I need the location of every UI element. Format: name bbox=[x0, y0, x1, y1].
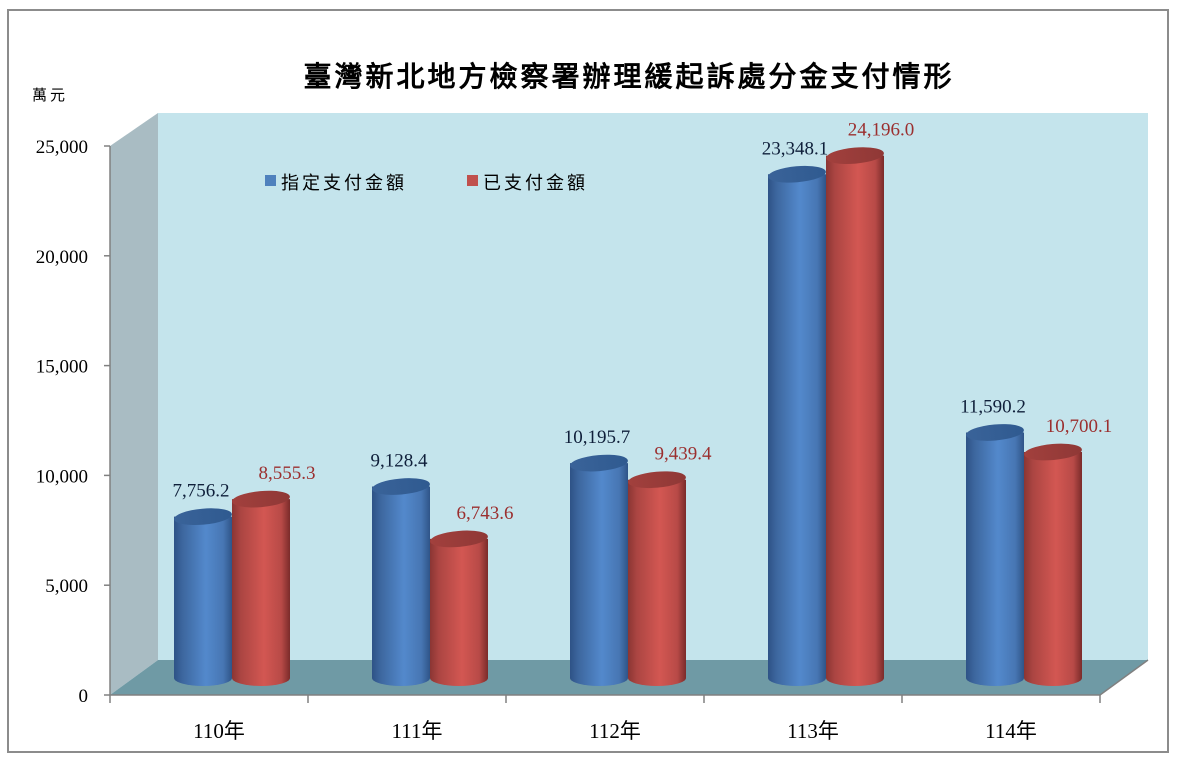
x-category-label: 113年 bbox=[787, 719, 839, 743]
x-category-label: 110年 bbox=[193, 719, 245, 743]
legend-label-series-a: 指定支付金額 bbox=[281, 173, 407, 194]
legend-item-series-a[interactable]: 指定支付金額 bbox=[265, 173, 407, 194]
data-label: 23,348.1 bbox=[762, 138, 829, 159]
data-label: 10,700.1 bbox=[1046, 416, 1113, 437]
y-tick-label: 20,000 bbox=[36, 247, 88, 268]
y-tick-label: 25,000 bbox=[36, 137, 88, 158]
bar-paid-112年[interactable]: 9,439.4 bbox=[627, 444, 712, 686]
bar-paid-114年[interactable]: 10,700.1 bbox=[1023, 416, 1112, 686]
legend-swatch-red bbox=[467, 175, 478, 186]
bar-assigned-112年[interactable]: 10,195.7 bbox=[564, 427, 631, 686]
bar-assigned-111年[interactable]: 9,128.4 bbox=[371, 451, 431, 686]
y-tick-label: 5,000 bbox=[45, 576, 88, 597]
side-wall bbox=[110, 113, 158, 695]
bar-series: 7,756.2 8,555.3 9,128.4 6,743.6 10,195.7 9,43… bbox=[173, 120, 1112, 687]
bar-assigned-114年[interactable]: 11,590.2 bbox=[960, 396, 1026, 686]
bar-paid-111年[interactable]: 6,743.6 bbox=[429, 503, 514, 686]
data-label: 6,743.6 bbox=[457, 503, 514, 524]
data-label: 24,196.0 bbox=[848, 120, 915, 141]
legend-label-series-b: 已支付金額 bbox=[483, 173, 588, 194]
bar-paid-113年[interactable]: 24,196.0 bbox=[825, 120, 915, 687]
data-label: 9,439.4 bbox=[655, 444, 713, 465]
legend: 指定支付金額 已支付金額 bbox=[265, 173, 588, 194]
data-label: 11,590.2 bbox=[960, 396, 1026, 417]
x-category-label: 114年 bbox=[985, 719, 1037, 743]
bar-assigned-110年[interactable]: 7,756.2 bbox=[173, 481, 233, 686]
data-label: 8,555.3 bbox=[259, 463, 316, 484]
bar-assigned-113年[interactable]: 23,348.1 bbox=[762, 138, 829, 686]
data-label: 7,756.2 bbox=[173, 481, 230, 502]
y-tick-label: 10,000 bbox=[36, 466, 88, 487]
legend-item-series-b[interactable]: 已支付金額 bbox=[467, 173, 588, 194]
data-label: 9,128.4 bbox=[371, 451, 429, 472]
y-axis-unit-label: 萬元 bbox=[32, 86, 68, 104]
legend-swatch-blue bbox=[265, 175, 276, 186]
data-label: 10,195.7 bbox=[564, 427, 631, 448]
y-axis: 0 5,000 10,000 15,000 20,000 25,000 bbox=[36, 137, 110, 707]
y-tick-label: 0 bbox=[79, 686, 89, 707]
x-category-label: 112年 bbox=[589, 719, 641, 743]
x-axis: 110年 111年 112年 113年 114年 bbox=[109, 695, 1101, 743]
chart-title: 臺灣新北地方檢察署辦理緩起訴處分金支付情形 bbox=[303, 60, 954, 93]
bar-paid-110年[interactable]: 8,555.3 bbox=[231, 463, 316, 686]
y-tick-label: 15,000 bbox=[36, 357, 88, 378]
x-category-label: 111年 bbox=[392, 719, 443, 743]
